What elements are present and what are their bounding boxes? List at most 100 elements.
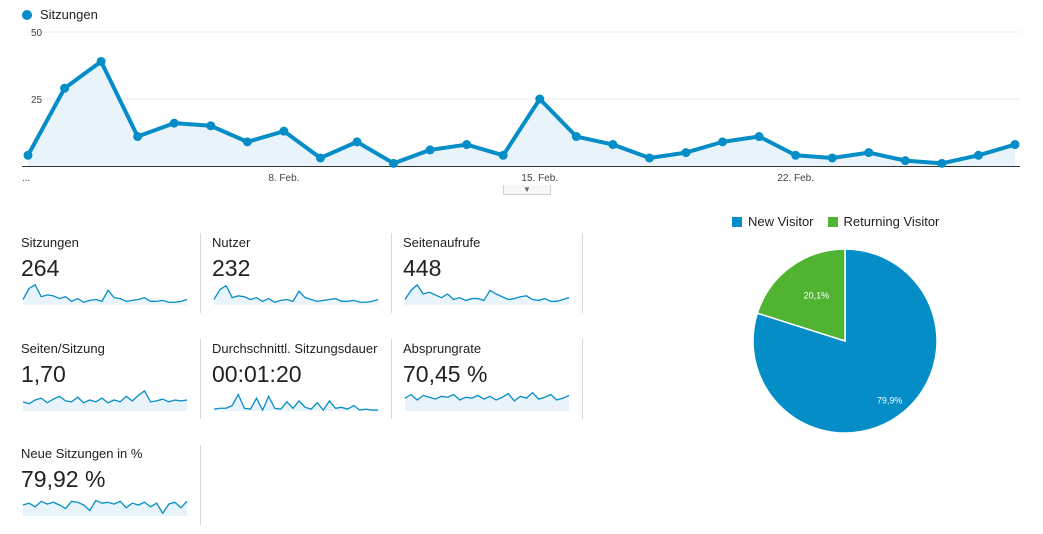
data-point[interactable] [389,158,399,168]
data-point[interactable] [827,153,837,163]
metric-sparkline [213,393,378,412]
data-point[interactable] [462,140,472,150]
sparkline-line [213,284,379,303]
metric-sparkline [22,283,188,305]
x-tick-label: 15. Feb. [521,173,558,184]
data-point[interactable] [791,150,801,160]
metric-value: 448 [403,255,442,281]
sparkline-area [405,392,569,411]
metric-label: Nutzer [212,235,251,250]
x-tick-label: 8. Feb. [268,173,299,184]
sparkline-line [404,283,570,302]
metric-tile-new-sessions[interactable]: Neue Sitzungen in % 79,92 % [21,446,201,534]
tile-divider [391,339,392,419]
y-tick-label: 25 [31,95,43,106]
metric-label: Seiten/Sitzung [21,341,105,356]
data-point[interactable] [681,148,691,158]
metric-tile-sessions[interactable]: Sitzungen 264 [21,235,201,323]
data-point[interactable] [1010,140,1020,150]
legend-swatch-icon [732,216,742,227]
visitor-type-pie-chart: 79,9% 20,1% [752,248,938,434]
data-point[interactable] [973,150,983,160]
legend-label: Sitzungen [40,7,98,22]
metric-label: Sitzungen [21,235,79,250]
metric-label: Seitenaufrufe [403,235,481,250]
sparkline-line [22,283,188,303]
data-point[interactable] [425,145,435,155]
sparkline-area [214,394,378,411]
tile-divider [200,233,201,313]
data-point[interactable] [498,150,508,160]
metric-label: Neue Sitzungen in % [21,446,143,461]
data-point[interactable] [133,132,143,142]
sessions-area [28,61,1015,167]
tile-divider [200,339,201,419]
legend-label: Returning Visitor [843,214,940,229]
tile-divider [582,339,583,419]
pie-legend: New Visitor Returning Visitor [732,214,953,229]
tile-divider [200,445,201,525]
data-point[interactable] [608,140,618,150]
pie-data-label: 20,1% [804,290,830,300]
pie-legend-returning-visitor[interactable]: Returning Visitor [827,214,940,229]
data-point[interactable] [242,137,252,147]
pie-slice-returning-visitor[interactable] [756,248,846,343]
data-point[interactable] [571,132,581,142]
data-point[interactable] [96,56,106,66]
metric-value: 79,92 % [21,466,106,492]
metric-value: 00:01:20 [212,361,302,387]
data-point[interactable] [900,156,910,166]
triangle-down-icon: ▼ [523,185,531,194]
data-point[interactable] [535,94,545,104]
legend-swatch-icon [827,216,838,227]
sparkline-line [213,393,378,412]
metric-sparkline [404,283,570,305]
x-tick-label: ... [22,173,30,184]
sparkline-line [22,499,188,515]
data-point[interactable] [60,83,70,93]
main-chart-legend[interactable]: Sitzungen [22,7,98,22]
metric-value: 264 [21,255,60,281]
sparkline-area [214,285,378,305]
metric-tile-users[interactable]: Nutzer 232 [212,235,392,323]
tile-divider [391,233,392,313]
x-tick-label: 22. Feb. [777,173,814,184]
metric-tile-pages-per-session[interactable]: Seiten/Sitzung 1,70 [21,341,201,429]
legend-label: New Visitor [748,214,814,229]
metric-value: 70,45 % [403,361,488,387]
data-point[interactable] [644,153,654,163]
data-point[interactable] [279,126,289,136]
metric-tile-bounce-rate[interactable]: Absprungrate 70,45 % [403,341,583,429]
metric-tile-avg-session-duration[interactable]: Durchschnittl. Sitzungsdauer 00:01:20 [212,341,392,429]
sparkline-area [23,284,187,305]
sessions-chart: 50 25... 8. Feb. 15. Feb. 22. Feb. [22,28,1020,184]
tile-divider [582,233,583,313]
chart-collapse-handle[interactable]: ▼ [503,185,551,195]
sparkline-line [404,391,570,402]
metric-label: Absprungrate [403,341,482,356]
sparkline-area [23,500,187,516]
metric-sparkline [213,284,379,305]
data-point[interactable] [718,137,728,147]
sessions-line [26,59,1016,166]
sparkline-line [22,389,188,405]
metric-sparkline [22,499,188,516]
data-point[interactable] [315,153,325,163]
metric-label: Durchschnittl. Sitzungsdauer [212,341,378,356]
pie-legend-new-visitor[interactable]: New Visitor [732,214,814,229]
metric-value: 1,70 [21,361,66,387]
metric-value: 232 [212,255,251,281]
data-point[interactable] [23,150,33,160]
data-point[interactable] [206,121,216,131]
metric-tile-pageviews[interactable]: Seitenaufrufe 448 [403,235,583,323]
metric-sparkline [404,391,570,411]
data-point[interactable] [754,132,764,142]
data-point[interactable] [169,118,179,128]
data-point[interactable] [352,137,362,147]
metric-sparkline [22,389,188,411]
data-point[interactable] [864,148,874,158]
data-point[interactable] [937,158,947,168]
sparkline-area [405,284,569,305]
pie-data-label: 79,9% [877,396,903,406]
y-tick-label: 50 [31,28,43,39]
